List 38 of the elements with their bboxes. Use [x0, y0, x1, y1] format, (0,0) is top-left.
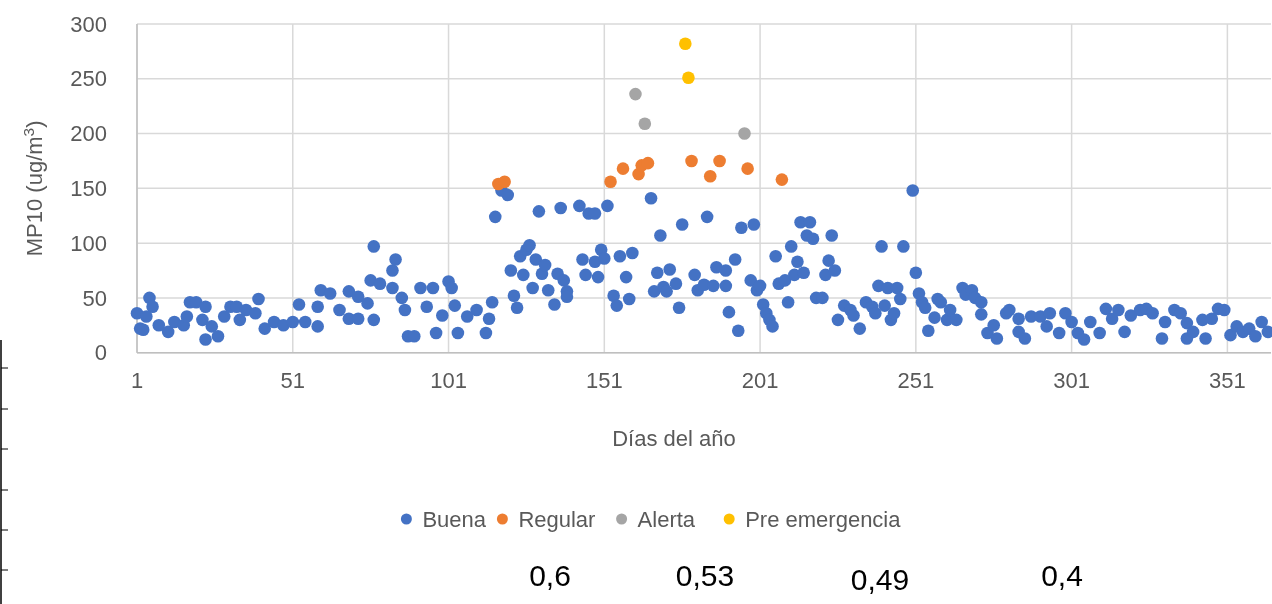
y-tick-label: 50 — [82, 285, 107, 311]
point — [703, 170, 717, 183]
x-tick-label: 51 — [280, 368, 306, 393]
x-tick-label: 101 — [430, 368, 467, 393]
y-tick-label: 0 — [94, 340, 107, 366]
x-tick-label: 1 — [130, 368, 144, 393]
point — [616, 162, 630, 175]
point — [604, 175, 617, 189]
text: 0,53 — [675, 559, 735, 592]
x-tick-label: 301 — [1053, 368, 1090, 393]
y-tick-label: 250 — [70, 66, 107, 92]
point — [682, 71, 695, 84]
legend-label: Buena — [422, 506, 487, 532]
x-tick-label: 151 — [585, 368, 623, 393]
y-tick-label: 200 — [70, 121, 107, 147]
legend-label: Pre emergencia — [745, 506, 902, 532]
point — [685, 154, 698, 168]
point — [738, 127, 751, 140]
x-tick-label: 351 — [1209, 368, 1246, 393]
legend-label: Alerta — [637, 506, 696, 532]
point — [641, 156, 655, 170]
point — [713, 154, 726, 168]
text: 0,6 — [529, 559, 571, 592]
legend-label: Regular — [518, 506, 596, 532]
x-tick-label: 251 — [897, 368, 935, 393]
point — [629, 87, 642, 101]
point — [638, 117, 652, 130]
text: 0,4 — [1041, 559, 1083, 592]
text: 0,49 — [850, 563, 910, 596]
y-tick-label: 100 — [70, 230, 107, 256]
y-tick-label: 150 — [70, 176, 107, 202]
x-axis-title: Días del año — [612, 426, 736, 451]
x-tick-label: 201 — [741, 368, 779, 393]
point — [741, 162, 754, 175]
point — [775, 173, 789, 186]
point — [498, 175, 511, 189]
y-tick-label: 300 — [70, 11, 107, 37]
point — [679, 37, 692, 51]
